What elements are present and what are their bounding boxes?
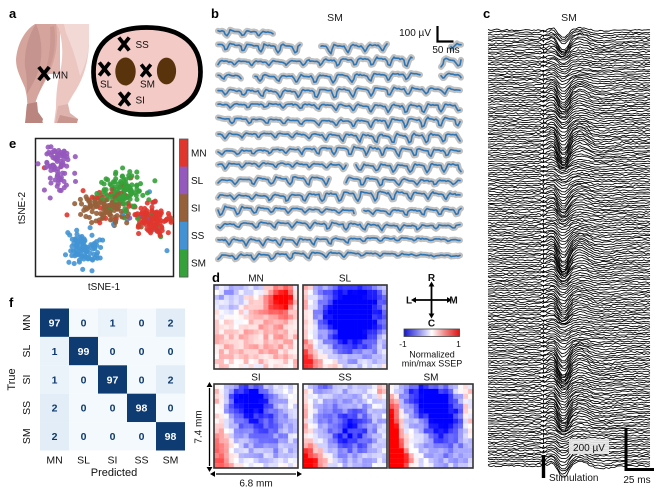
svg-text:True: True bbox=[6, 368, 18, 390]
svg-text:SL: SL bbox=[100, 80, 113, 91]
svg-text:97: 97 bbox=[107, 374, 119, 386]
svg-text:99: 99 bbox=[78, 346, 90, 358]
svg-text:6.8 mm: 6.8 mm bbox=[239, 479, 272, 489]
svg-text:1: 1 bbox=[52, 346, 58, 358]
svg-text:f: f bbox=[9, 295, 14, 310]
svg-text:MN: MN bbox=[248, 274, 264, 285]
svg-text:SI: SI bbox=[251, 373, 260, 384]
svg-text:2: 2 bbox=[52, 431, 58, 443]
svg-text:2: 2 bbox=[168, 318, 174, 330]
svg-text:50 ms: 50 ms bbox=[432, 45, 459, 56]
svg-text:1: 1 bbox=[456, 339, 461, 349]
svg-text:SM: SM bbox=[424, 373, 439, 384]
svg-text:MN: MN bbox=[46, 455, 62, 467]
svg-text:M: M bbox=[449, 296, 457, 307]
svg-text:97: 97 bbox=[49, 318, 61, 330]
svg-text:0: 0 bbox=[139, 318, 145, 330]
svg-text:0: 0 bbox=[139, 346, 145, 358]
svg-text:0: 0 bbox=[110, 431, 116, 443]
svg-text:0: 0 bbox=[110, 403, 116, 415]
svg-text:0: 0 bbox=[110, 346, 116, 358]
svg-text:2: 2 bbox=[168, 374, 174, 386]
svg-text:0: 0 bbox=[139, 431, 145, 443]
svg-text:98: 98 bbox=[136, 403, 148, 415]
svg-text:100 µV: 100 µV bbox=[399, 28, 431, 39]
svg-text:SM: SM bbox=[191, 259, 206, 270]
svg-text:SS: SS bbox=[134, 455, 148, 467]
svg-text:Predicted: Predicted bbox=[91, 467, 137, 479]
svg-text:e: e bbox=[9, 136, 16, 151]
svg-text:SS: SS bbox=[338, 373, 352, 384]
svg-text:SM: SM bbox=[21, 428, 33, 444]
svg-text:1: 1 bbox=[110, 318, 116, 330]
svg-text:7.4 mm: 7.4 mm bbox=[194, 410, 205, 443]
svg-text:SI: SI bbox=[136, 96, 145, 107]
svg-text:C: C bbox=[428, 319, 435, 330]
svg-text:SS: SS bbox=[191, 231, 205, 242]
svg-text:MN: MN bbox=[21, 315, 33, 331]
svg-text:2: 2 bbox=[52, 403, 58, 415]
svg-text:tSNE-2: tSNE-2 bbox=[17, 191, 28, 224]
svg-text:R: R bbox=[428, 273, 436, 284]
svg-text:Normalized: Normalized bbox=[409, 350, 455, 360]
svg-text:SS: SS bbox=[136, 40, 150, 51]
svg-text:200 µV: 200 µV bbox=[573, 443, 605, 454]
svg-text:SI: SI bbox=[191, 204, 200, 215]
svg-text:SM: SM bbox=[327, 12, 343, 24]
svg-text:a: a bbox=[9, 6, 17, 21]
svg-text:0: 0 bbox=[81, 318, 87, 330]
svg-text:0: 0 bbox=[168, 346, 174, 358]
svg-text:Stimulation: Stimulation bbox=[549, 473, 598, 484]
svg-text:1: 1 bbox=[52, 374, 58, 386]
svg-text:SS: SS bbox=[21, 401, 33, 415]
svg-text:0: 0 bbox=[81, 403, 87, 415]
svg-text:SL: SL bbox=[339, 274, 352, 285]
svg-text:tSNE-1: tSNE-1 bbox=[88, 282, 121, 293]
svg-text:SI: SI bbox=[108, 455, 118, 467]
svg-text:98: 98 bbox=[165, 431, 177, 443]
svg-text:SL: SL bbox=[21, 345, 33, 358]
svg-text:min/max SSEP: min/max SSEP bbox=[402, 359, 463, 369]
svg-text:SL: SL bbox=[77, 455, 90, 467]
svg-text:SL: SL bbox=[191, 176, 204, 187]
svg-text:c: c bbox=[483, 6, 490, 21]
svg-text:d: d bbox=[212, 270, 220, 285]
svg-text:MN: MN bbox=[191, 148, 207, 159]
svg-text:SM: SM bbox=[561, 12, 577, 24]
svg-text:SM: SM bbox=[163, 455, 179, 467]
svg-text:-1: -1 bbox=[399, 339, 407, 349]
svg-text:0: 0 bbox=[168, 403, 174, 415]
svg-text:25 ms: 25 ms bbox=[623, 475, 650, 486]
svg-text:L: L bbox=[406, 296, 412, 307]
svg-text:0: 0 bbox=[139, 374, 145, 386]
svg-text:SI: SI bbox=[21, 375, 33, 385]
svg-text:b: b bbox=[211, 6, 219, 21]
svg-text:MN: MN bbox=[53, 71, 69, 82]
svg-text:0: 0 bbox=[81, 374, 87, 386]
svg-text:0: 0 bbox=[81, 431, 87, 443]
svg-text:SM: SM bbox=[140, 80, 155, 91]
